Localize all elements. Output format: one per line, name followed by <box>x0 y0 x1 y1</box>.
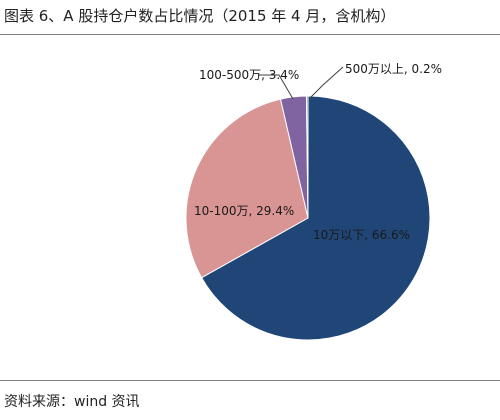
slice-label-1m-5m: 100-500万, 3.4% <box>199 68 299 82</box>
slice-over-5m <box>305 95 309 219</box>
leader-line-100-500 <box>258 74 294 100</box>
pie-chart: 10万以下, 66.6% 10-100万, 29.4% 100-500万, 3.… <box>185 62 442 341</box>
leader-line-500-above <box>308 66 344 100</box>
chart-title: 图表 6、A 股持仓户数占比情况（2015 年 4 月，含机构） <box>4 7 396 25</box>
source-note: 资料来源：wind 资讯 <box>4 394 140 410</box>
slice-label-over-5m: 500万以上, 0.2% <box>345 62 442 76</box>
slice-100k-1m <box>185 98 309 279</box>
top-divider <box>0 34 500 35</box>
pie-slices <box>185 95 431 341</box>
slice-label-100k-1m: 10-100万, 29.4% <box>194 204 294 218</box>
bottom-divider <box>0 380 500 381</box>
slice-under-100k <box>200 95 431 341</box>
slice-label-under-100k: 10万以下, 66.6% <box>313 228 410 242</box>
